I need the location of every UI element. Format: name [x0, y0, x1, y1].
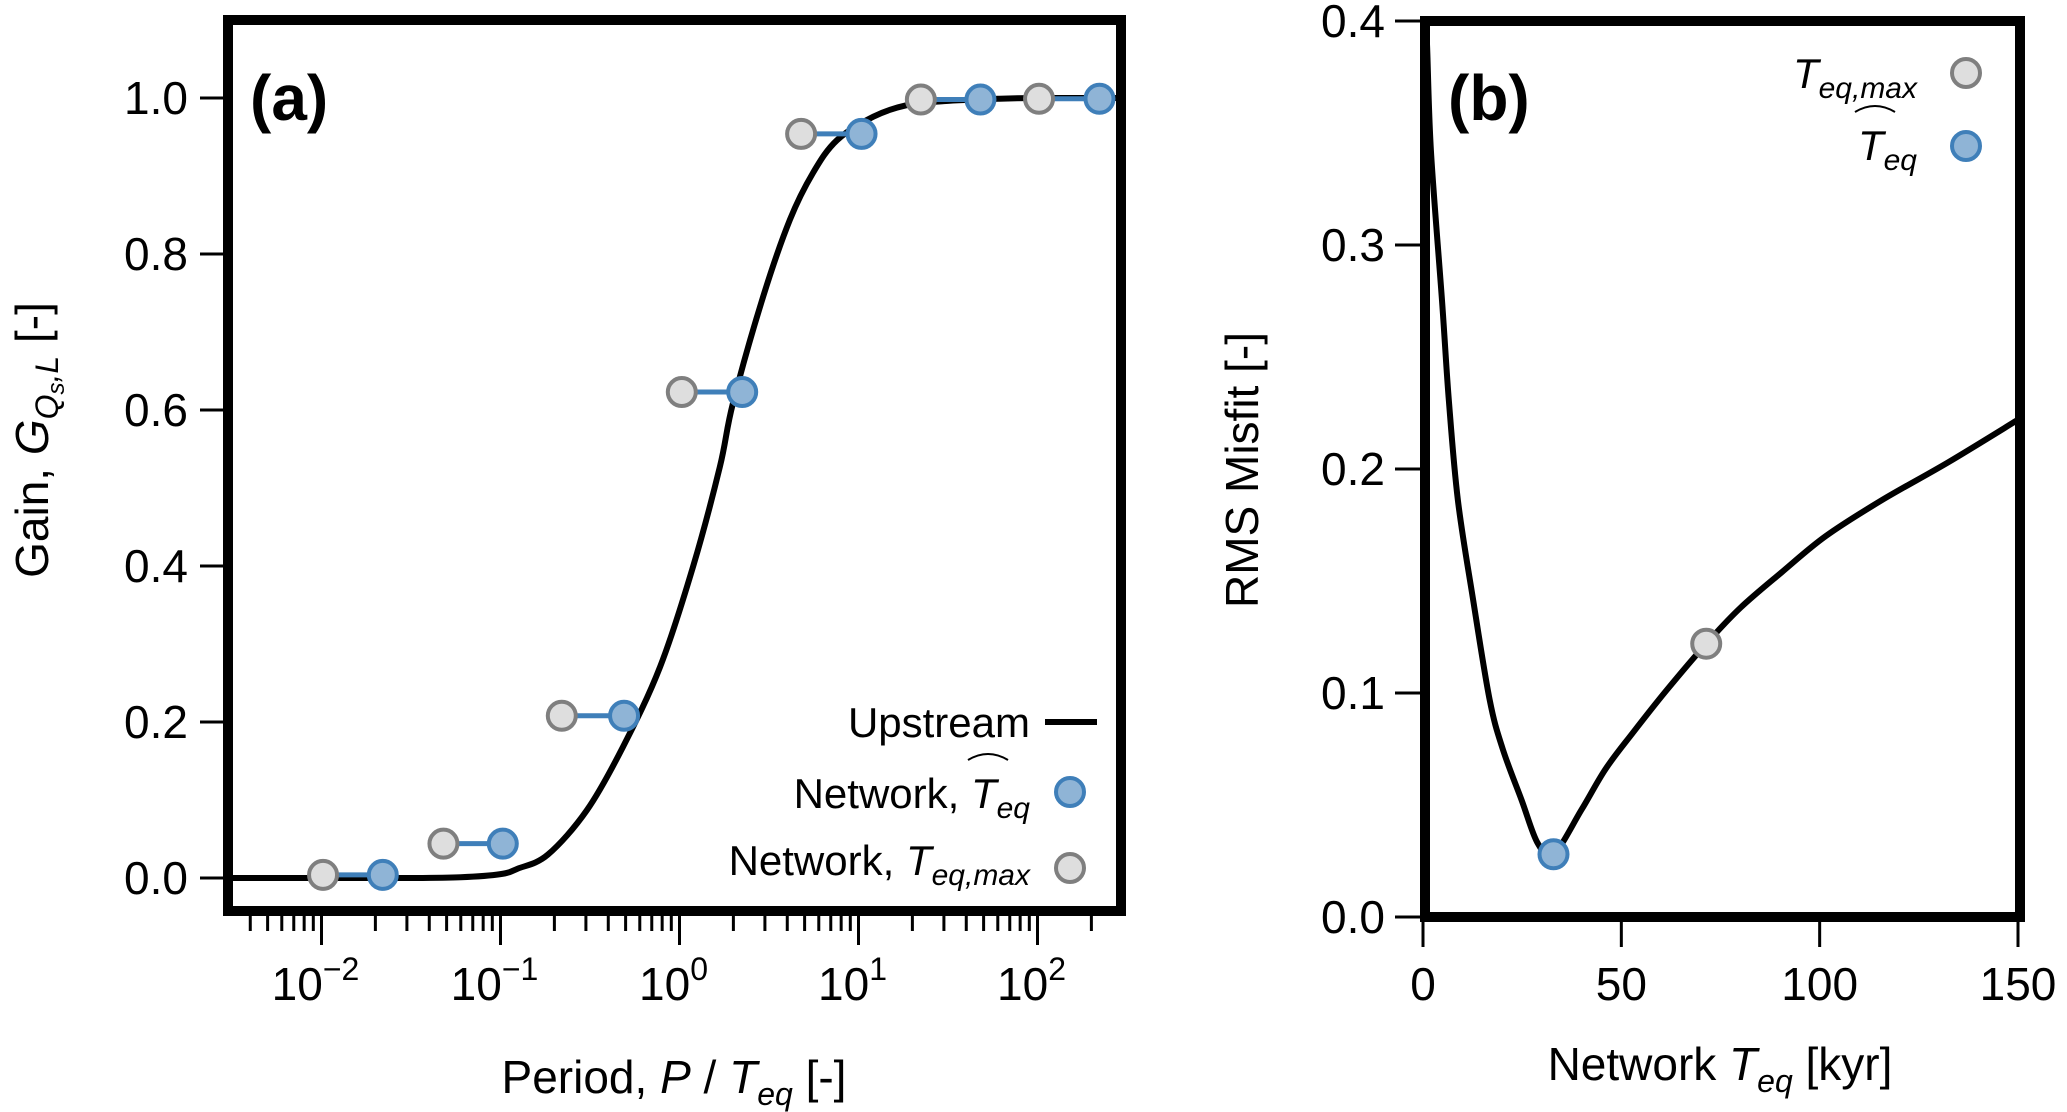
marker-teq-max	[665, 376, 698, 409]
x-tick-label: 100	[1781, 958, 1858, 1010]
y-tick-label: 0.3	[1321, 219, 1385, 271]
marker-teq-max	[1023, 82, 1056, 115]
y-tick-label: 0.2	[1321, 443, 1385, 495]
panel-a-label: (a)	[250, 62, 328, 134]
y-tick-label: 0.4	[124, 540, 188, 592]
marker-teq-max	[545, 699, 578, 732]
upstream-line	[232, 94, 1123, 882]
panel-a: (a) 10−2 10−1 100 101 102 0.0 0.2 0.4 0.6 0.8 1.0…	[6, 15, 1126, 1112]
panel-a-x-ticks: 10−2 10−1 100 101 102	[248, 916, 1093, 1010]
marker-teq-hat	[964, 83, 997, 116]
x-tick-label: 101	[818, 951, 887, 1010]
marker-teq-max	[904, 83, 937, 116]
panel-b-x-axis-label: Network Teq [kyr]	[1548, 1038, 1893, 1099]
marker-teq-max	[427, 827, 460, 860]
hat-accent	[967, 753, 1009, 761]
marker-teq-hat	[366, 858, 399, 891]
legend-entry-network-that: Network, Teq	[794, 753, 1086, 825]
x-tick-label: 0	[1410, 958, 1436, 1010]
panel-a-y-ticks: 0.0 0.2 0.4 0.6 0.8 1.0	[124, 72, 223, 904]
panel-a-frame	[223, 15, 1126, 916]
legend-marker-gray	[1054, 852, 1086, 884]
panel-a-x-axis-label: Period, P / Teq [-]	[502, 1051, 847, 1112]
panel-b: (b) 0 50 100 150 0.0 0.1 0.2 0.3 0.4 Network Te…	[1216, 0, 2056, 1099]
marker-teq-max	[785, 117, 818, 150]
x-tick-label: 10−2	[272, 951, 360, 1010]
y-tick-label: 0.0	[124, 852, 188, 904]
panel-a-legend: Upstream Network, Teq Network, Teq,max	[729, 699, 1097, 892]
legend-label-network-that: Network, Teq	[794, 770, 1031, 825]
legend-entry-upstream: Upstream	[848, 699, 1097, 746]
legend-label-tmax: Teq,max	[1793, 50, 1918, 105]
marker-teq-hat	[1083, 82, 1116, 115]
marker-teq-hat	[486, 827, 519, 860]
marker-teq-hat	[1537, 838, 1570, 871]
legend-marker-blue	[1950, 130, 1982, 162]
marker-teq-hat	[726, 376, 759, 409]
panel-b-x-ticks: 0 50 100 150	[1410, 922, 2056, 1010]
x-tick-label: 102	[997, 951, 1066, 1010]
marker-teq-hat	[845, 117, 878, 150]
panel-a-marks	[232, 82, 1123, 891]
legend-entry-tmax: Teq,max	[1793, 50, 1982, 105]
y-tick-label: 0.0	[1321, 891, 1385, 943]
x-tick-label: 150	[1980, 958, 2057, 1010]
rms-misfit-line	[1421, 20, 2020, 860]
panel-b-marks	[1421, 20, 2020, 871]
y-tick-label: 1.0	[124, 72, 188, 124]
y-tick-label: 0.6	[124, 384, 188, 436]
x-tick-label: 10−1	[451, 951, 539, 1010]
y-tick-label: 0.4	[1321, 0, 1385, 47]
marker-teq-hat	[608, 699, 641, 732]
marker-teq-max	[1690, 627, 1723, 660]
legend-label-that: Teq	[1858, 122, 1917, 177]
legend-entry-network-tmax: Network, Teq,max	[729, 837, 1086, 892]
y-tick-label: 0.2	[124, 696, 188, 748]
legend-label-upstream: Upstream	[848, 699, 1030, 746]
panel-b-frame	[1420, 16, 2025, 922]
legend-entry-that: Teq	[1854, 105, 1982, 177]
legend-marker-blue	[1054, 776, 1086, 808]
panel-b-label: (b)	[1448, 62, 1530, 134]
marker-teq-max	[307, 858, 340, 891]
panel-b-legend: Teq,max Teq	[1793, 50, 1982, 177]
panel-b-y-ticks: 0.0 0.1 0.2 0.3 0.4	[1321, 0, 1420, 943]
panel-b-y-axis-label: RMS Misfit [-]	[1216, 332, 1268, 608]
legend-label-network-tmax: Network, Teq,max	[729, 837, 1031, 892]
x-tick-label: 100	[639, 951, 708, 1010]
y-tick-label: 0.8	[124, 228, 188, 280]
x-tick-label: 50	[1596, 958, 1647, 1010]
y-tick-label: 0.1	[1321, 667, 1385, 719]
legend-marker-gray	[1950, 57, 1982, 89]
panel-a-y-axis-label: Gain, GQs,L [-]	[6, 302, 70, 578]
hat-accent	[1854, 105, 1896, 113]
